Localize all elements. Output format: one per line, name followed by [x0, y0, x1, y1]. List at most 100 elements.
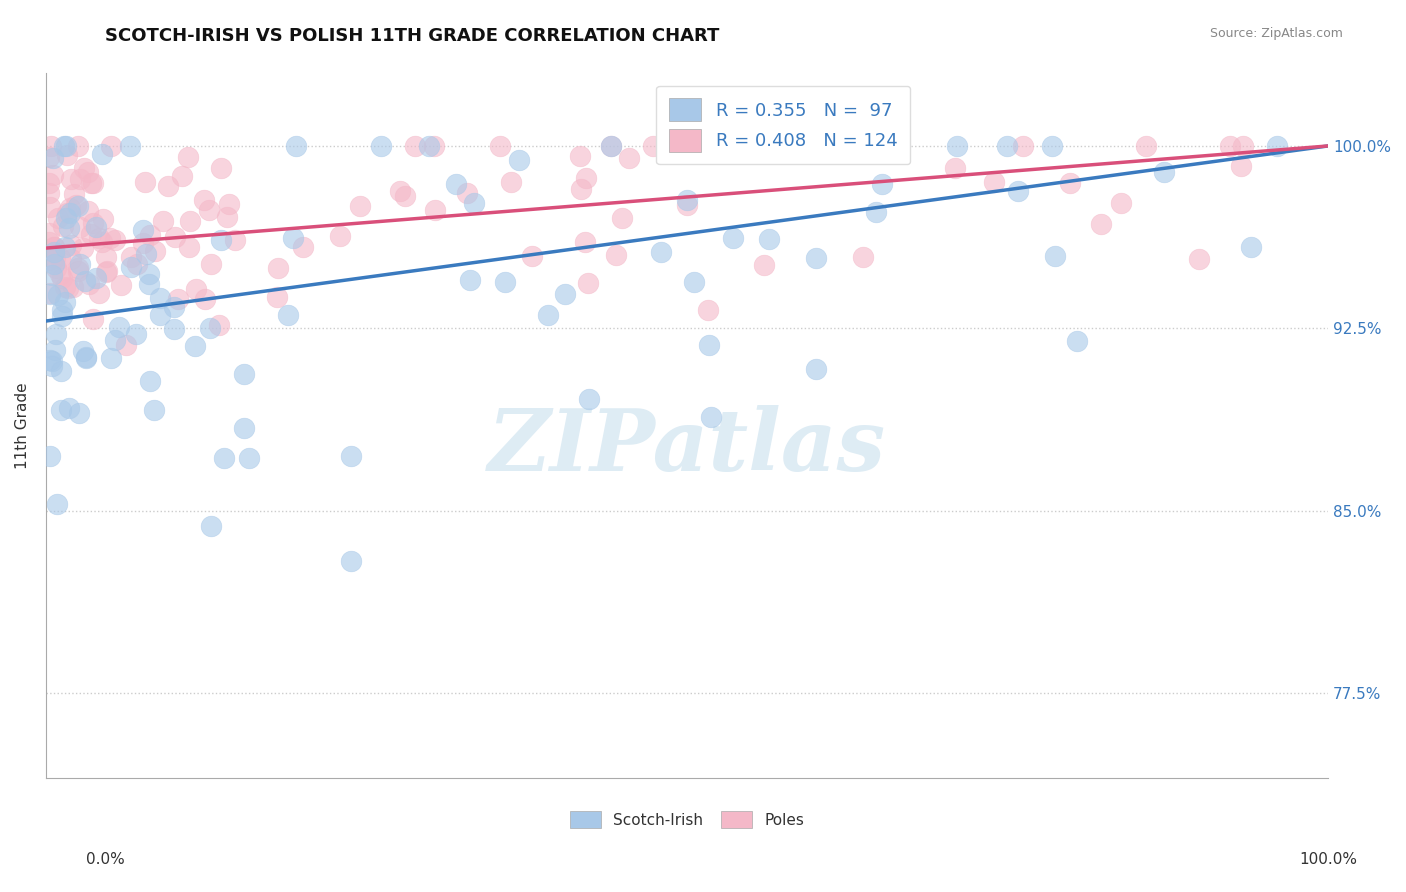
Point: [79, 277, 101, 292]
Point: [41, 354, 63, 368]
Point: [340, 449, 363, 463]
Point: [458, 273, 481, 287]
Point: [995, 139, 1018, 153]
Point: [51, 310, 73, 324]
Point: [69, 219, 91, 234]
Point: [676, 139, 699, 153]
Point: [80, 176, 103, 190]
Point: [575, 171, 598, 186]
Point: [42, 244, 65, 259]
Point: [641, 139, 664, 153]
Point: [39, 285, 62, 300]
Point: [209, 161, 232, 176]
Point: [699, 410, 721, 425]
Point: [138, 277, 160, 291]
Point: [1090, 218, 1112, 232]
Point: [46, 288, 69, 302]
Point: [1232, 139, 1254, 153]
Point: [120, 260, 142, 274]
Point: [1040, 139, 1063, 153]
Point: [463, 195, 485, 210]
Point: [44, 251, 66, 265]
Point: [446, 178, 468, 192]
Point: [1059, 176, 1081, 190]
Point: [1265, 139, 1288, 153]
Point: [42, 168, 65, 182]
Point: [139, 374, 162, 388]
Point: [45, 260, 67, 275]
Point: [456, 186, 478, 200]
Point: [1109, 195, 1132, 210]
Legend: Scotch-Irish, Poles: Scotch-Irish, Poles: [564, 805, 810, 834]
Point: [852, 251, 875, 265]
Point: [41, 359, 63, 373]
Point: [193, 193, 215, 207]
Point: [41, 268, 63, 282]
Point: [568, 149, 591, 163]
Point: [1043, 249, 1066, 263]
Point: [1135, 139, 1157, 153]
Point: [599, 139, 621, 153]
Point: [63, 187, 86, 202]
Point: [329, 229, 352, 244]
Point: [49, 403, 72, 417]
Point: [574, 235, 596, 249]
Point: [186, 282, 208, 296]
Point: [59, 206, 82, 220]
Point: [284, 139, 307, 153]
Point: [165, 230, 187, 244]
Point: [501, 175, 523, 189]
Point: [163, 322, 186, 336]
Point: [143, 244, 166, 259]
Point: [489, 139, 512, 153]
Point: [198, 321, 221, 335]
Point: [224, 233, 246, 247]
Point: [73, 274, 96, 288]
Point: [59, 171, 82, 186]
Text: 100.0%: 100.0%: [1299, 852, 1358, 867]
Point: [138, 228, 160, 243]
Point: [865, 205, 887, 219]
Point: [80, 227, 103, 241]
Point: [135, 247, 157, 261]
Point: [1219, 139, 1241, 153]
Point: [610, 211, 633, 225]
Point: [605, 248, 627, 262]
Point: [152, 214, 174, 228]
Point: [156, 178, 179, 193]
Point: [96, 250, 118, 264]
Point: [281, 231, 304, 245]
Point: [233, 367, 256, 381]
Point: [423, 139, 446, 153]
Point: [218, 197, 240, 211]
Point: [38, 200, 60, 214]
Point: [38, 226, 60, 240]
Point: [75, 350, 97, 364]
Point: [77, 203, 100, 218]
Point: [120, 139, 142, 153]
Point: [194, 292, 217, 306]
Point: [697, 338, 720, 352]
Point: [676, 194, 699, 208]
Point: [163, 301, 186, 315]
Point: [508, 153, 530, 167]
Point: [184, 339, 207, 353]
Point: [104, 333, 127, 347]
Point: [38, 177, 60, 191]
Point: [149, 291, 172, 305]
Point: [53, 139, 76, 153]
Point: [42, 240, 65, 254]
Point: [69, 257, 91, 271]
Point: [721, 231, 744, 245]
Point: [198, 202, 221, 217]
Point: [200, 519, 222, 533]
Point: [96, 264, 118, 278]
Point: [69, 172, 91, 186]
Point: [675, 197, 697, 211]
Point: [53, 279, 76, 293]
Point: [678, 145, 700, 159]
Point: [73, 161, 96, 175]
Point: [56, 148, 79, 162]
Point: [600, 139, 623, 153]
Point: [38, 287, 60, 301]
